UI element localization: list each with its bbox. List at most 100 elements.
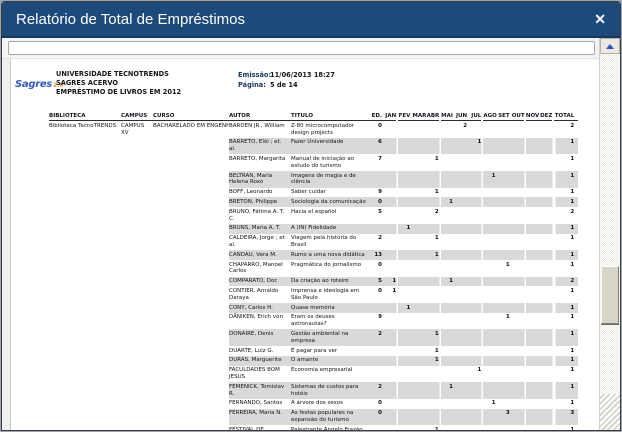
cell-biblioteca <box>49 346 121 356</box>
cell-ed: 0 <box>371 408 384 426</box>
cell-month <box>469 171 484 188</box>
cell-month <box>526 207 540 224</box>
cell-month <box>398 276 413 287</box>
cell-month <box>441 154 455 171</box>
cell-ed: 5 <box>371 276 384 287</box>
cell-month <box>426 197 441 208</box>
cell-month <box>497 250 512 261</box>
cell-month <box>412 137 427 155</box>
pagina-value: 5 de 14 <box>270 81 298 89</box>
cell-campus <box>121 366 153 383</box>
cell-month: 1 <box>434 347 439 354</box>
cell-month <box>540 207 554 224</box>
cell-month: 1 <box>491 400 496 407</box>
cell-month <box>412 425 426 430</box>
cell-month <box>412 399 426 409</box>
cell-month <box>498 234 512 251</box>
cell-total: 1 <box>570 287 575 294</box>
cell-biblioteca <box>49 234 121 251</box>
cell-curso <box>153 346 229 356</box>
cell-month <box>483 408 498 426</box>
cell-month <box>497 171 512 188</box>
cell-autor: CANDAU, Vera M. <box>229 250 291 261</box>
cell-month <box>398 137 413 155</box>
cell-month <box>412 250 427 261</box>
cell-month <box>483 197 498 208</box>
column-header: AGO <box>483 111 498 122</box>
cell-month <box>511 329 526 347</box>
cell-autor: CONTIER, Arnaldo Daraya <box>229 287 279 301</box>
scrollbar-thumb[interactable] <box>601 266 619 324</box>
cell-month <box>526 234 540 251</box>
cell-month <box>412 260 426 277</box>
cell-total: 2 <box>570 122 575 129</box>
scroll-up-button[interactable] <box>600 38 620 54</box>
cell-month <box>511 276 526 287</box>
cell-month <box>398 207 412 224</box>
vertical-scrollbar[interactable] <box>599 38 620 430</box>
cell-campus <box>121 346 153 356</box>
cell-biblioteca <box>49 382 121 399</box>
cell-month <box>512 313 526 330</box>
cell-month <box>512 260 526 277</box>
cell-ed: 0 <box>378 122 382 129</box>
cell-month <box>483 276 498 287</box>
org-line: EMPRÉSTIMO DE LIVROS EM 2012 <box>56 88 182 96</box>
table-row: CONTIER, Arnaldo Daraya Imprensa e ideolo… <box>11 286 599 303</box>
cell-month <box>454 329 470 347</box>
cell-titulo: Sistemas de custos para hotéis <box>291 382 371 399</box>
cell-total: 1 <box>554 197 579 208</box>
cell-titulo: Da criação ao roteiro <box>291 276 371 287</box>
cell-titulo: Saber cuidar <box>291 189 326 196</box>
cell-month <box>427 313 441 330</box>
cell-month <box>525 329 541 347</box>
cell-titulo: Gestão ambiental na empresa <box>291 329 371 347</box>
cell-autor: BRUNO, Fátima A. T. C. <box>229 208 285 222</box>
cell-month: 1 <box>384 276 399 287</box>
cell-month <box>384 366 398 383</box>
table-row: BARRETO, Margarita Manual de iniciação ao… <box>11 154 599 171</box>
cell-month <box>497 276 512 287</box>
close-button[interactable]: ✕ <box>594 12 606 26</box>
cell-month <box>497 303 512 313</box>
cell-month: 1 <box>426 329 441 347</box>
cell-autor: FEMENICK, Tomislav R. <box>229 382 291 399</box>
page-row: Sagres2.0 UNIVERSIDADE TECNOTRENDS SAGRE… <box>2 59 599 430</box>
cell-ed: 2 <box>371 329 384 347</box>
cell-month <box>540 382 555 399</box>
cell-titulo: As festas populares na expansão do turis… <box>291 408 371 426</box>
cell-month <box>540 223 555 234</box>
cell-titulo: Hacia el español <box>291 208 337 215</box>
cell-month: 1 <box>469 137 484 155</box>
cell-month <box>483 366 497 383</box>
cell-autor: CONY, Carlos H. <box>229 303 291 313</box>
cell-month <box>525 303 541 313</box>
cell-month: 1 <box>392 287 397 294</box>
column-header: BIBLIOTECA <box>49 111 121 122</box>
cell-month <box>412 408 427 426</box>
cell-autor: FESTIVAL DE GRAMADO, 14 <box>229 426 264 430</box>
cell-month <box>398 188 412 198</box>
cell-biblioteca <box>49 138 121 155</box>
cell-titulo: Pragmática do jornalismo <box>291 261 362 268</box>
scrollbar-track[interactable] <box>600 54 620 394</box>
cell-month <box>412 355 427 366</box>
cell-month <box>497 197 512 208</box>
cell-month <box>497 329 512 347</box>
cell-autor: BELTRAN, Maria Helena Roxo <box>229 171 291 188</box>
cell-month <box>526 425 540 430</box>
cell-total: 1 <box>570 400 575 407</box>
toolbar-field[interactable] <box>8 41 595 55</box>
cell-month <box>412 366 426 383</box>
cell-ed <box>371 425 384 430</box>
cell-month <box>412 197 427 208</box>
cell-month <box>540 234 554 251</box>
cell-titulo: Viagem pela história do Brasil <box>291 235 357 248</box>
cell-total: 2 <box>554 276 579 287</box>
cell-campus <box>121 425 153 430</box>
cell-curso <box>153 409 229 426</box>
dialog-titlebar[interactable]: Relatório de Total de Empréstimos ✕ <box>2 2 620 38</box>
cell-month <box>511 355 526 366</box>
cell-month <box>384 329 399 347</box>
cell-month <box>412 286 426 303</box>
